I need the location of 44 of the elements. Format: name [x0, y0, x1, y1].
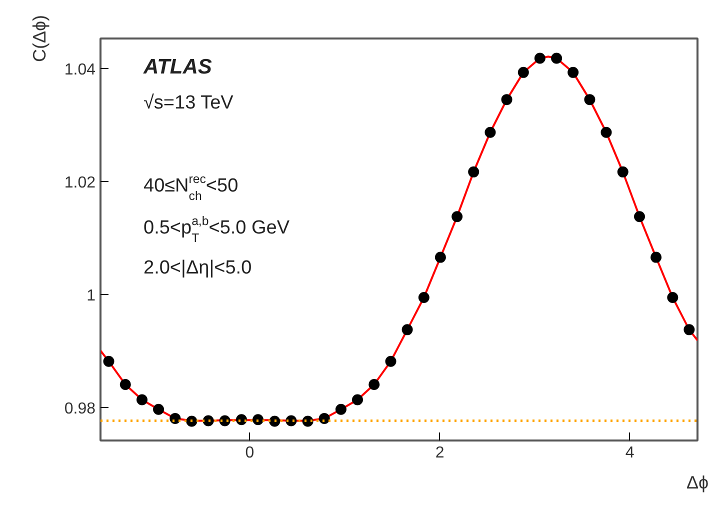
annotation: 2.0<|Δη|<5.0 — [144, 258, 252, 278]
point — [518, 66, 529, 78]
point — [551, 52, 562, 64]
point — [170, 412, 181, 424]
point — [368, 379, 380, 390]
x-axis-title: Δϕ — [686, 472, 709, 492]
point — [634, 211, 646, 222]
annotation: ATLAS — [142, 56, 212, 78]
y-tick-label: 1 — [86, 288, 96, 305]
point — [352, 394, 363, 406]
x-tick-label: 2 — [435, 444, 444, 462]
point — [667, 292, 678, 303]
x-tick-label: 4 — [625, 444, 634, 462]
y-tick-label: 1.04 — [64, 61, 96, 78]
annotation: √s=13 TeV — [144, 92, 234, 114]
point — [418, 292, 430, 303]
point — [103, 356, 114, 367]
point — [318, 412, 330, 424]
point — [501, 94, 512, 106]
point — [402, 324, 413, 336]
point — [385, 356, 396, 367]
point — [335, 404, 346, 415]
y-axis-title: C(Δϕ) — [29, 14, 50, 62]
point — [202, 415, 214, 426]
point — [568, 66, 579, 78]
point — [650, 252, 662, 263]
y-tick-label: 1.02 — [64, 174, 96, 192]
point — [136, 394, 148, 406]
point — [153, 404, 164, 415]
y-tick-label: 0.98 — [64, 400, 96, 418]
point — [584, 94, 596, 106]
point — [534, 52, 546, 64]
point — [468, 166, 480, 178]
point — [484, 126, 496, 138]
point — [120, 379, 131, 390]
point — [684, 324, 695, 336]
point — [617, 166, 628, 178]
point — [186, 416, 198, 427]
point — [434, 252, 446, 263]
point — [452, 211, 463, 222]
point — [252, 414, 264, 426]
x-tick-label: 0 — [245, 444, 254, 462]
point — [269, 416, 280, 427]
point — [600, 126, 612, 138]
